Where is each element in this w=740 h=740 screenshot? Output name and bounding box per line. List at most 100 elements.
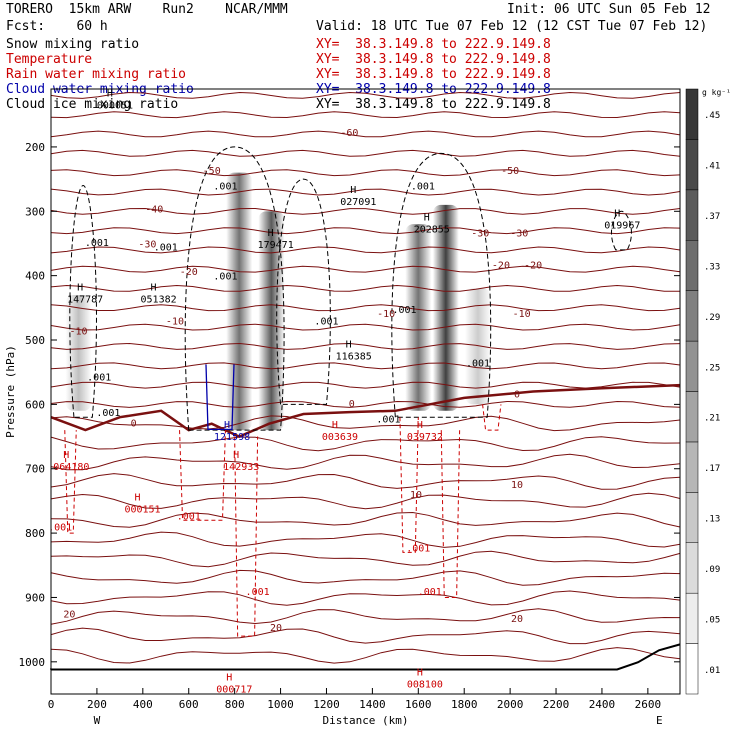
cloud-ice-label: .001	[87, 373, 111, 384]
temperature-label: 10	[410, 490, 422, 501]
x-tick-label: 200	[87, 698, 107, 711]
temperature-label: 10	[511, 480, 523, 491]
maximum-h-mark: H	[424, 213, 430, 224]
temperature-isoline	[50, 381, 681, 389]
temperature-label: -20	[492, 261, 510, 272]
cloud-ice-label: .001	[213, 182, 237, 193]
colorbar-segment	[685, 542, 699, 594]
valid-time: Valid: 18 UTC Tue 07 Feb 12 (12 CST Tue …	[316, 19, 708, 34]
colorbar-label: .09	[704, 565, 720, 575]
colorbar-segment	[685, 391, 699, 443]
maximum-value-label: 019967	[604, 221, 640, 232]
colorbar-label: .41	[704, 162, 720, 172]
snow-column-4	[432, 204, 459, 411]
maximum-value-label: 147787	[67, 295, 103, 306]
colorbar-label: .37	[704, 212, 720, 222]
temperature-isoline	[50, 265, 681, 273]
maximum-value-label: 142933	[223, 462, 259, 473]
field-xy-snow: XY= 38.3.149.8 to 222.9.149.8	[316, 37, 551, 52]
maximum-h-mark: H	[417, 668, 423, 679]
maximum-h-mark: H	[346, 339, 352, 350]
x-tick-label: 2000	[497, 698, 524, 711]
maximum-value-label: 051382	[141, 295, 177, 306]
y-tick-label: 600	[25, 398, 45, 411]
temperature-isoline	[50, 91, 681, 99]
field-xy-temperature: XY= 38.3.149.8 to 222.9.149.8	[316, 52, 551, 67]
cloud-ice-label: .001	[466, 359, 490, 370]
field-name-cloud-ice: Cloud ice mixing ratio	[6, 97, 179, 112]
colorbar-segment	[685, 643, 699, 695]
field-name-temperature: Temperature	[6, 52, 93, 67]
temperature-isoline	[50, 342, 681, 350]
x-tick-label: 1200	[313, 698, 340, 711]
temperature-isoline	[50, 415, 681, 432]
maximum-h-mark: H	[63, 450, 69, 461]
maximum-h-mark: H	[77, 283, 83, 294]
temperature-label: 20	[511, 614, 523, 625]
temperature-label: -10	[513, 309, 531, 320]
y-tick-label: 500	[25, 334, 45, 347]
temperature-label: -30	[510, 229, 528, 240]
rain-contour	[440, 430, 461, 598]
temperature-label: -30	[138, 239, 156, 250]
temperature-isoline	[50, 188, 681, 196]
x-end-label-east: E	[656, 714, 663, 727]
colorbar-segment	[685, 139, 699, 191]
cloud-ice-label: .001	[96, 408, 120, 419]
colorbar-segment	[685, 88, 699, 140]
colorbar-label: .21	[704, 414, 720, 424]
colorbar-label: .25	[704, 363, 720, 373]
maximum-value-label: 000151	[124, 505, 160, 516]
y-tick-label: 1000	[19, 656, 46, 669]
temperature-label: 0	[131, 418, 137, 429]
maximum-value-label: 039732	[407, 432, 443, 443]
temperature-isoline	[50, 627, 681, 645]
temperature-label: -10	[377, 309, 395, 320]
rain-contour	[234, 436, 259, 637]
snow-column-5	[464, 288, 491, 405]
cloud-ice-label: .001	[411, 182, 435, 193]
maximum-value-label: 064180	[53, 462, 89, 473]
maximum-h-mark: H	[134, 493, 140, 504]
field-xy-cloud-ice: XY= 38.3.149.8 to 222.9.149.8	[316, 97, 551, 112]
colorbar-label: .45	[704, 111, 720, 121]
temperature-isoline	[50, 590, 681, 606]
field-name-rain: Rain water mixing ratio	[6, 67, 187, 82]
cloud-water-contour	[205, 364, 235, 431]
snow-column-1	[226, 172, 253, 431]
temperature-isoline	[50, 304, 681, 312]
x-tick-label: 400	[133, 698, 153, 711]
temperature-isoline	[50, 227, 681, 235]
y-tick-label: 300	[25, 205, 45, 218]
maximum-value-label: 116385	[336, 351, 372, 362]
maximum-value-label: 202855	[414, 225, 450, 236]
x-end-label-west: W	[94, 714, 101, 727]
temperature-label: -20	[524, 261, 542, 272]
colorbar-label: .05	[704, 615, 720, 625]
temperature-label: -10	[166, 317, 184, 328]
temperature-label: -10	[70, 326, 88, 337]
temperature-isoline	[50, 323, 681, 331]
temperature-isoline	[50, 569, 681, 586]
cloud-ice-label: .001	[154, 243, 178, 254]
init-time: Init: 06 UTC Sun 05 Feb 12	[507, 2, 711, 17]
temperature-isoline	[50, 111, 681, 119]
maximum-h-mark: H	[233, 450, 239, 461]
maximum-h-mark: H	[224, 420, 230, 431]
temperature-isoline	[50, 608, 681, 625]
cloud-ice-contour	[69, 185, 97, 418]
maximum-h-mark: H	[151, 283, 157, 294]
temperature-label: 0	[514, 389, 520, 400]
colorbar-segment	[685, 340, 699, 392]
cloud-ice-label: .001	[213, 272, 237, 283]
temperature-isoline	[50, 436, 681, 452]
temperature-isoline	[50, 246, 681, 254]
temperature-label: -50	[501, 166, 519, 177]
x-tick-label: 800	[225, 698, 245, 711]
x-tick-label: 0	[48, 698, 55, 711]
temperature-label: 20	[63, 610, 75, 621]
temperature-isoline	[50, 492, 681, 510]
x-tick-label: 600	[179, 698, 199, 711]
